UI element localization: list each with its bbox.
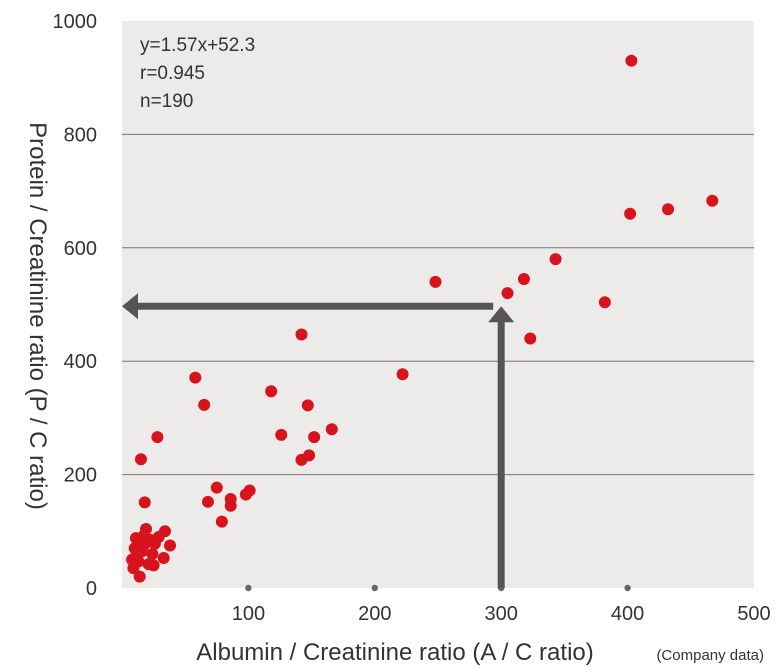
x-tick-label: 100 bbox=[232, 603, 265, 625]
x-tick-mark bbox=[624, 584, 631, 592]
data-point bbox=[301, 399, 314, 412]
x-tick-mark bbox=[245, 584, 252, 592]
data-point bbox=[396, 368, 409, 381]
reading-arrow bbox=[122, 293, 515, 588]
x-tick-label: 300 bbox=[485, 603, 518, 625]
data-point bbox=[265, 385, 278, 398]
data-point bbox=[598, 296, 611, 309]
data-point bbox=[295, 328, 308, 341]
y-tick-label: 200 bbox=[64, 465, 97, 487]
data-point bbox=[151, 431, 164, 444]
annotation-n: n=190 bbox=[140, 91, 193, 112]
y-tick-label: 1000 bbox=[53, 11, 98, 33]
data-point bbox=[148, 537, 161, 550]
data-point bbox=[131, 547, 144, 560]
y-tick-label: 600 bbox=[64, 238, 97, 260]
data-point bbox=[147, 559, 160, 572]
data-point bbox=[429, 275, 442, 288]
data-point bbox=[308, 431, 321, 444]
data-point bbox=[275, 428, 288, 441]
data-point bbox=[517, 272, 530, 285]
y-axis-title: Protein / Creatinine ratio (P / C ratio) bbox=[24, 122, 51, 510]
data-point bbox=[133, 570, 146, 583]
y-tick-label: 0 bbox=[86, 578, 97, 600]
y-axis-ticks: 0 200 400 600 800 1000 bbox=[53, 11, 98, 600]
y-tick-label: 800 bbox=[64, 124, 97, 146]
data-point bbox=[189, 371, 202, 384]
regression-annotation: y=1.57x+52.3 r=0.945 n=190 bbox=[140, 35, 255, 112]
arrow-up-head bbox=[488, 306, 515, 323]
data-point bbox=[215, 515, 228, 528]
data-point bbox=[198, 398, 211, 411]
data-point bbox=[325, 423, 338, 436]
x-tick-mark bbox=[371, 584, 378, 592]
gridlines bbox=[122, 133, 754, 476]
data-point bbox=[146, 547, 159, 560]
data-point bbox=[134, 453, 147, 466]
data-point bbox=[210, 481, 223, 494]
x-axis-title: Albumin / Creatinine ratio (A / C ratio) bbox=[196, 639, 594, 666]
source-note: (Company data) bbox=[656, 647, 764, 664]
arrow-left-head bbox=[122, 293, 138, 320]
data-point bbox=[295, 453, 308, 466]
y-tick-label: 400 bbox=[64, 351, 97, 373]
annotation-equation: y=1.57x+52.3 bbox=[140, 35, 255, 56]
x-axis-ticks: 100 200 300 400 500 bbox=[232, 584, 771, 625]
x-tick-label: 500 bbox=[737, 603, 770, 625]
data-point bbox=[138, 496, 151, 509]
data-point bbox=[624, 207, 637, 220]
data-point bbox=[549, 253, 562, 266]
data-point bbox=[137, 529, 150, 542]
data-point bbox=[524, 332, 537, 345]
x-tick-label: 400 bbox=[611, 603, 644, 625]
data-point bbox=[625, 54, 638, 67]
x-tick-label: 200 bbox=[358, 603, 391, 625]
data-point bbox=[157, 551, 170, 564]
data-point bbox=[164, 539, 177, 552]
annotation-r: r=0.945 bbox=[140, 63, 205, 84]
data-point bbox=[706, 194, 719, 207]
data-point bbox=[662, 203, 675, 216]
data-point bbox=[224, 499, 237, 512]
data-points bbox=[126, 54, 719, 583]
data-point bbox=[501, 287, 514, 300]
data-point bbox=[239, 488, 252, 501]
data-point bbox=[201, 495, 214, 508]
